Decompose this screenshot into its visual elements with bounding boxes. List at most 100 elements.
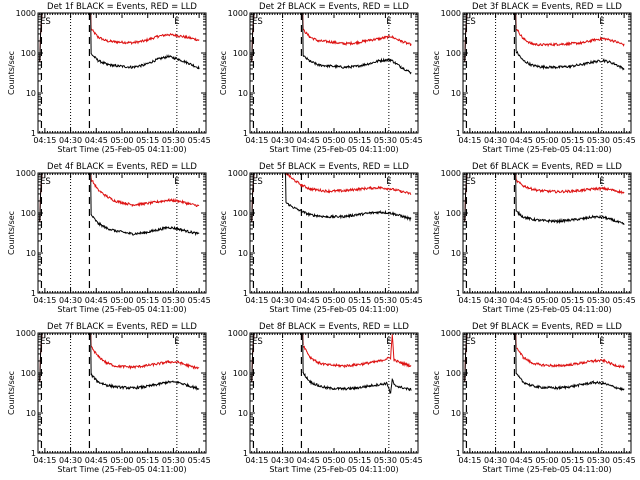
panel-9: Det 9f BLACK = Events, RED = LLD 1 10 100 10… [432, 322, 636, 474]
series-lld [90, 178, 200, 208]
y-tick-label: 1 [31, 289, 36, 298]
series-lld [515, 347, 625, 369]
plot-frame [37, 172, 207, 294]
panel-title: Det 9f BLACK = Events, RED = LLD [472, 322, 622, 332]
marker-e-label: E [599, 337, 604, 347]
panel-title: Det 4f BLACK = Events, RED = LLD [47, 162, 197, 172]
x-tick-label: 04:30 [484, 296, 507, 305]
series-events [90, 373, 200, 391]
y-tick-label: 100 [233, 209, 248, 218]
y-axis-label: Counts/sec [432, 51, 441, 95]
x-tick-label: 05:00 [322, 296, 345, 305]
marker-e-label: E [174, 337, 179, 347]
y-tick-label: 100 [446, 209, 461, 218]
x-tick-label: 04:15 [33, 296, 56, 305]
panel-4: Det 4f BLACK = Events, RED = LLD 1 10 100 10… [7, 162, 211, 314]
series-lld [515, 28, 625, 48]
panel-3: Det 3f BLACK = Events, RED = LLD 1 10 100 10… [432, 2, 636, 154]
x-tick-label: 05:30 [587, 456, 610, 465]
series-lld [90, 28, 200, 46]
x-tick-label: 05:45 [613, 136, 636, 145]
marker-e-label: E [386, 17, 391, 27]
y-tick-label: 100 [21, 369, 36, 378]
y-tick-label: 100 [446, 369, 461, 378]
plot-frame [37, 332, 207, 454]
x-tick-label: 04:30 [271, 456, 294, 465]
x-tick-label: 05:15 [136, 456, 159, 465]
marker-e-label: E [599, 177, 604, 187]
x-tick-label: 05:30 [374, 456, 397, 465]
x-tick-label: 05:45 [400, 136, 423, 145]
x-tick-label: 05:00 [535, 296, 558, 305]
y-axis-label: Counts/sec [219, 211, 228, 255]
plot-frame [37, 12, 207, 134]
marker-es-label: ES [252, 17, 263, 27]
x-tick-label: 05:15 [348, 296, 371, 305]
x-tick-label: 05:30 [587, 136, 610, 145]
panel-title: Det 2f BLACK = Events, RED = LLD [259, 2, 409, 12]
x-tick-label: 04:30 [59, 456, 82, 465]
series-drop-events [302, 333, 304, 374]
y-axis-label: Counts/sec [219, 371, 228, 415]
plot-frame [249, 12, 419, 134]
x-tick-label: 05:00 [535, 136, 558, 145]
series-drop-events [90, 13, 92, 54]
y-tick-label: 10 [451, 409, 461, 418]
series-lld [302, 28, 412, 47]
panel-8: Det 8f BLACK = Events, RED = LLD 1 10 100 10… [219, 322, 423, 474]
y-tick-label: 1 [31, 449, 36, 458]
y-tick-label: 10 [238, 409, 248, 418]
y-tick-label: 1 [456, 129, 461, 138]
x-tick-label: 04:45 [510, 136, 533, 145]
x-tick-label: 05:15 [561, 456, 584, 465]
x-tick-label: 05:45 [188, 456, 211, 465]
x-tick-label: 05:45 [400, 456, 423, 465]
y-tick-label: 1 [243, 129, 248, 138]
marker-e-label: E [386, 177, 391, 187]
x-axis-label: Start Time (25-Feb-05 04:11:00) [269, 145, 398, 154]
y-axis-label: Counts/sec [7, 51, 16, 95]
marker-es-label: ES [465, 337, 476, 347]
y-tick-label: 1000 [16, 9, 36, 18]
series-events [515, 210, 625, 225]
x-tick-label: 04:45 [297, 296, 320, 305]
x-tick-label: 05:30 [162, 456, 185, 465]
y-tick-label: 1000 [441, 329, 461, 338]
x-tick-label: 05:30 [374, 136, 397, 145]
series-lld [302, 334, 412, 369]
x-tick-label: 05:00 [322, 456, 345, 465]
x-tick-label: 04:45 [85, 136, 108, 145]
y-tick-label: 1000 [441, 169, 461, 178]
series-lld [285, 173, 412, 196]
series-events [90, 214, 200, 237]
x-tick-label: 04:15 [458, 296, 481, 305]
y-tick-label: 100 [21, 209, 36, 218]
series-events [285, 202, 412, 222]
panel-1: Det 1f BLACK = Events, RED = LLD 1 10 100 10… [7, 2, 211, 154]
series-drop-events [285, 173, 287, 203]
x-tick-label: 04:30 [271, 296, 294, 305]
series-events [515, 50, 625, 71]
panel-title: Det 5f BLACK = Events, RED = LLD [259, 162, 409, 172]
y-tick-label: 100 [233, 369, 248, 378]
x-tick-label: 05:00 [110, 136, 133, 145]
x-tick-label: 05:45 [613, 296, 636, 305]
x-tick-label: 05:30 [162, 136, 185, 145]
y-axis-label: Counts/sec [7, 371, 16, 415]
x-tick-label: 05:15 [561, 296, 584, 305]
y-tick-label: 100 [446, 49, 461, 58]
x-tick-label: 04:30 [484, 456, 507, 465]
x-tick-label: 04:45 [297, 456, 320, 465]
x-tick-label: 04:30 [59, 296, 82, 305]
x-axis-label: Start Time (25-Feb-05 04:11:00) [57, 465, 186, 474]
x-tick-label: 04:30 [59, 136, 82, 145]
y-axis-label: Counts/sec [432, 211, 441, 255]
series-drop-events [515, 13, 517, 52]
panel-title: Det 8f BLACK = Events, RED = LLD [259, 322, 409, 332]
x-tick-label: 05:15 [136, 296, 159, 305]
x-tick-label: 05:15 [561, 136, 584, 145]
x-axis-label: Start Time (25-Feb-05 04:11:00) [269, 465, 398, 474]
series-events [302, 55, 412, 75]
marker-es-label: ES [40, 337, 51, 347]
y-axis-label: Counts/sec [432, 371, 441, 415]
